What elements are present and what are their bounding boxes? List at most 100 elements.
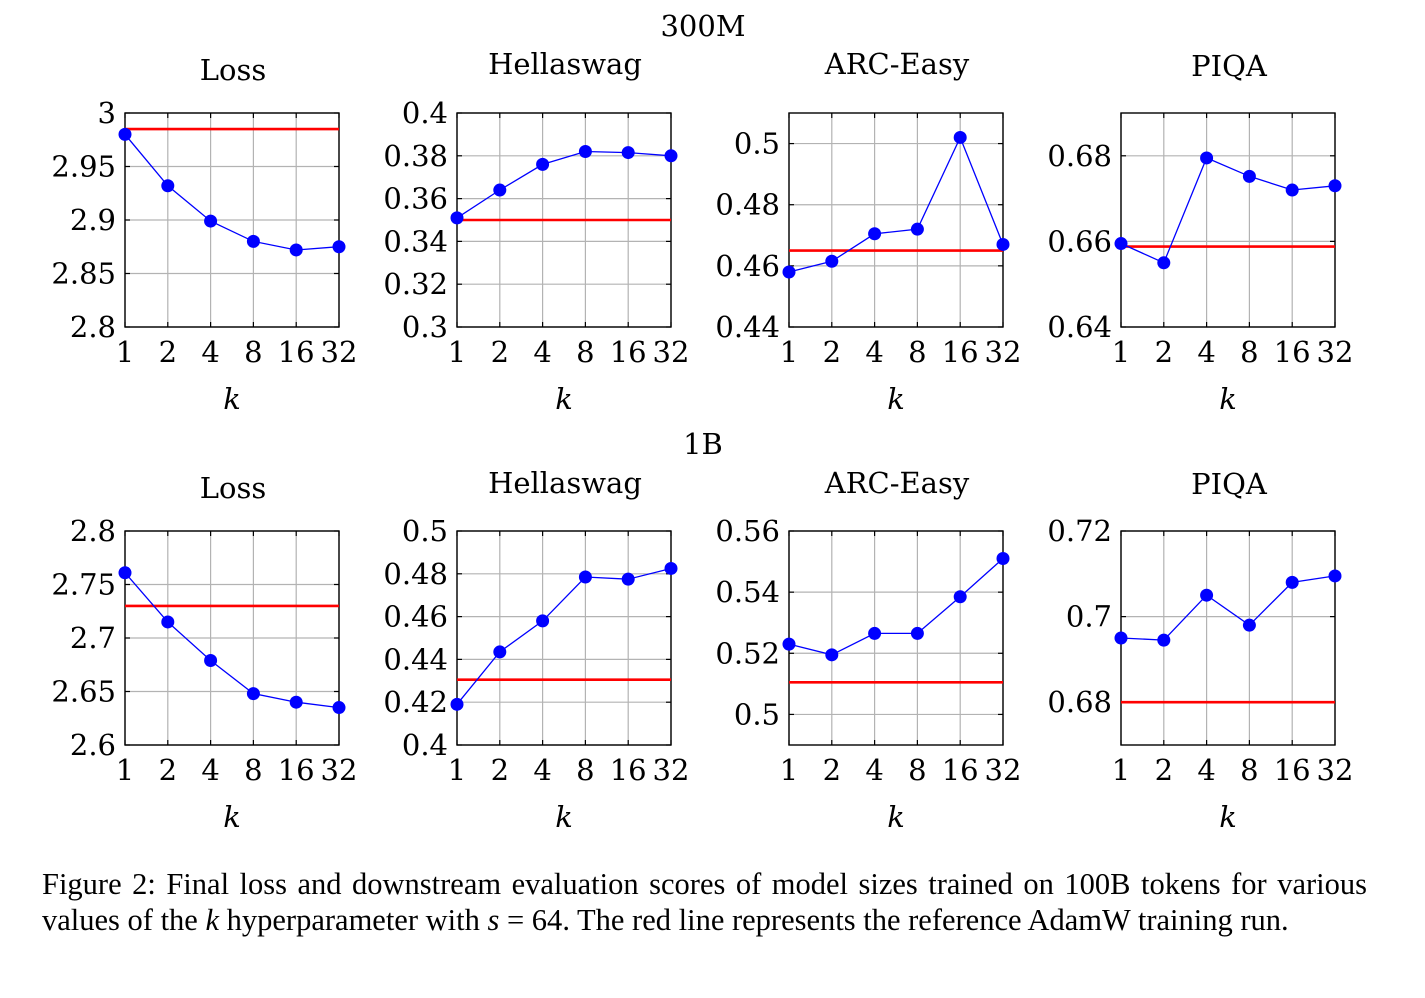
series-line	[456, 150, 672, 219]
panel-300m-loss: 1 2 4 8 16 32 2.8 2.85 2.9 2.95 3 k Loss	[51, 53, 357, 416]
y-tick-label: 0.72	[1047, 514, 1112, 548]
series-line	[1120, 157, 1336, 264]
data-point	[664, 149, 678, 163]
y-tick-label: 0.68	[1047, 685, 1112, 719]
x-tick-label: 32	[321, 753, 358, 787]
figure-caption: Figure 2: Final loss and downstream eval…	[42, 866, 1367, 938]
caption-text-1: Figure 2: Final loss and downstream eval…	[42, 867, 1367, 937]
y-tick-label: 2.6	[70, 728, 116, 762]
panel-title: Hellaswag	[488, 47, 642, 81]
y-tick-label: 0.52	[715, 636, 780, 670]
series-line	[124, 572, 340, 709]
data-point	[536, 614, 550, 628]
y-tick-label: 0.48	[715, 188, 780, 222]
data-point	[246, 687, 260, 701]
data-point	[246, 234, 260, 248]
y-tick-label: 0.36	[383, 182, 448, 216]
x-axis-label: k	[1219, 382, 1237, 416]
series-line	[788, 558, 1004, 656]
data-point	[782, 637, 796, 651]
data-point	[1114, 631, 1128, 645]
x-tick-label: 2	[823, 753, 841, 787]
y-tick-label: 0.44	[715, 310, 780, 344]
x-tick-label: 4	[1197, 753, 1215, 787]
data-point	[332, 701, 346, 715]
data-point	[1328, 179, 1342, 193]
data-point	[621, 146, 635, 160]
x-tick-label: 32	[321, 335, 358, 369]
caption-eq: = 64	[499, 903, 563, 937]
x-tick-label: 2	[1155, 335, 1173, 369]
data-point	[1114, 237, 1128, 251]
data-point	[493, 645, 507, 659]
series-line	[124, 133, 340, 251]
panel-300m-piqa: 1 2 4 8 16 32 0.64 0.66 0.68 k PIQA	[1047, 49, 1353, 416]
x-tick-label: 32	[653, 753, 690, 787]
data-point	[1285, 183, 1299, 197]
data-point	[996, 552, 1010, 566]
data-point	[953, 130, 967, 144]
y-tick-label: 0.4	[402, 728, 448, 762]
data-point	[782, 265, 796, 279]
y-tick-label: 2.9	[70, 203, 116, 237]
x-tick-label: 16	[278, 753, 315, 787]
panel-title: ARC-Easy	[824, 466, 970, 500]
x-tick-label: 2	[491, 335, 509, 369]
x-tick-label: 4	[533, 753, 551, 787]
x-tick-label: 16	[1274, 335, 1311, 369]
panel-1b-hellaswag: 1 2 4 8 16 32 0.4 0.42 0.44 0.46 0.48 0.5 k Hellaswag	[383, 466, 689, 834]
data-point	[161, 615, 175, 629]
y-tick-label: 2.8	[70, 310, 116, 344]
x-axis-label: k	[887, 382, 905, 416]
data-point	[1200, 151, 1214, 165]
data-point	[664, 561, 678, 575]
y-tick-label: 2.8	[70, 514, 116, 548]
y-tick-label: 0.66	[1047, 224, 1112, 258]
data-point	[868, 626, 882, 640]
x-tick-label: 8	[576, 753, 594, 787]
x-tick-label: 4	[201, 335, 219, 369]
data-point	[1200, 588, 1214, 602]
x-tick-label: 8	[1240, 335, 1258, 369]
data-point	[910, 626, 924, 640]
y-tick-label: 0.48	[383, 557, 448, 591]
y-tick-label: 0.3	[402, 310, 448, 344]
row-title-300m: 300M	[660, 9, 745, 43]
x-tick-label: 1	[448, 335, 466, 369]
caption-s: s	[487, 903, 500, 937]
data-point	[825, 254, 839, 268]
x-tick-label: 8	[1240, 753, 1258, 787]
data-point	[578, 570, 592, 584]
data-point	[1242, 169, 1256, 183]
y-tick-label: 2.95	[51, 150, 116, 184]
data-point	[118, 127, 132, 141]
x-tick-label: 1	[1112, 753, 1130, 787]
data-point	[450, 211, 464, 225]
panel-300m-arc-easy: 1 2 4 8 16 32 0.44 0.46 0.48 0.5 k ARC-Easy	[715, 47, 1021, 416]
x-tick-label: 1	[116, 335, 134, 369]
x-tick-label: 2	[159, 753, 177, 787]
x-axis-label: k	[223, 382, 241, 416]
x-tick-label: 32	[1317, 335, 1354, 369]
panel-1b-loss: 1 2 4 8 16 32 2.6 2.65 2.7 2.75 2.8 k Loss	[51, 471, 357, 834]
panel-title: ARC-Easy	[824, 47, 970, 81]
data-point	[289, 695, 303, 709]
x-tick-label: 2	[159, 335, 177, 369]
x-tick-label: 32	[985, 753, 1022, 787]
y-tick-label: 0.46	[715, 249, 780, 283]
plot-frame	[1120, 530, 1336, 746]
data-point	[289, 243, 303, 257]
y-tick-label: 0.5	[734, 127, 780, 161]
y-tick-label: 0.54	[715, 575, 780, 609]
x-tick-label: 2	[1155, 753, 1173, 787]
x-tick-label: 1	[780, 753, 798, 787]
data-point	[868, 227, 882, 241]
y-tick-label: 0.4	[402, 96, 448, 130]
y-tick-label: 0.42	[383, 685, 448, 719]
caption-k: k	[205, 903, 220, 937]
data-point	[450, 697, 464, 711]
data-point	[953, 590, 967, 604]
x-tick-label: 16	[278, 335, 315, 369]
